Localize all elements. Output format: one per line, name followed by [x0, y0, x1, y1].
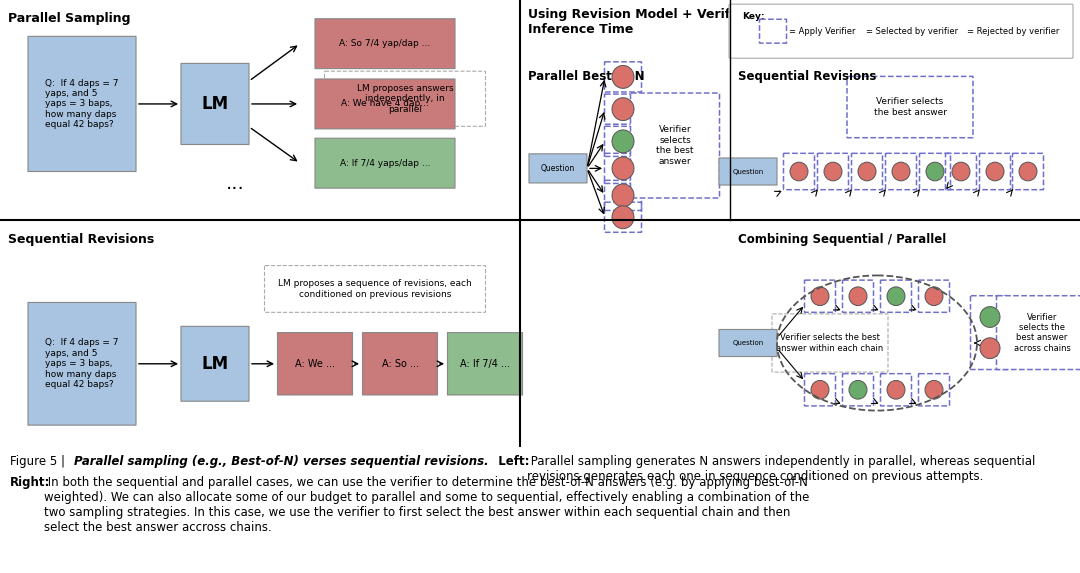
Text: LM: LM: [202, 355, 229, 373]
Circle shape: [789, 162, 808, 181]
Text: In both the sequential and parallel cases, we can use the verifier to determine : In both the sequential and parallel case…: [44, 476, 809, 534]
Text: Question: Question: [541, 164, 576, 173]
Text: Verifier
selects the
best answer
across chains: Verifier selects the best answer across …: [1013, 312, 1070, 353]
FancyBboxPatch shape: [28, 36, 136, 171]
Circle shape: [811, 380, 829, 399]
FancyBboxPatch shape: [719, 329, 777, 356]
Text: Question: Question: [732, 168, 764, 175]
Text: = Apply Verifier: = Apply Verifier: [789, 27, 855, 36]
Circle shape: [846, 23, 862, 40]
FancyBboxPatch shape: [719, 158, 777, 185]
FancyBboxPatch shape: [447, 332, 523, 395]
Circle shape: [892, 162, 910, 181]
Circle shape: [1020, 162, 1037, 181]
FancyBboxPatch shape: [28, 303, 136, 425]
Text: Right:: Right:: [10, 476, 51, 489]
Text: A: So 7/4 yap/dap ...: A: So 7/4 yap/dap ...: [339, 39, 431, 48]
Circle shape: [612, 65, 634, 88]
Text: = Selected by verifier: = Selected by verifier: [866, 27, 958, 36]
Text: Parallel Sampling: Parallel Sampling: [8, 13, 131, 25]
FancyBboxPatch shape: [729, 4, 1074, 58]
Text: Combining Sequential / Parallel: Combining Sequential / Parallel: [738, 233, 946, 246]
FancyBboxPatch shape: [278, 332, 352, 395]
FancyBboxPatch shape: [181, 327, 249, 401]
Circle shape: [887, 287, 905, 305]
Text: LM proposes a sequence of revisions, each
conditioned on previous revisions: LM proposes a sequence of revisions, eac…: [279, 279, 472, 299]
FancyBboxPatch shape: [772, 314, 888, 372]
Text: A: So ...: A: So ...: [381, 359, 419, 369]
FancyBboxPatch shape: [363, 332, 437, 395]
Text: Verifier selects
the best answer: Verifier selects the best answer: [874, 97, 946, 117]
Text: LM: LM: [202, 95, 229, 113]
FancyBboxPatch shape: [324, 71, 486, 126]
Circle shape: [612, 98, 634, 120]
FancyBboxPatch shape: [529, 154, 588, 183]
Text: Question: Question: [732, 340, 764, 346]
Text: A: We have 4 dap...: A: We have 4 dap...: [341, 100, 429, 108]
Circle shape: [612, 184, 634, 207]
Circle shape: [924, 380, 943, 399]
Circle shape: [612, 130, 634, 153]
Circle shape: [924, 287, 943, 305]
Text: Verifier selects the best
answer within each chain: Verifier selects the best answer within …: [777, 333, 883, 353]
Circle shape: [849, 287, 867, 305]
FancyBboxPatch shape: [181, 64, 249, 144]
Text: Sequential Revisions: Sequential Revisions: [8, 233, 154, 246]
Text: Parallel sampling (e.g., Best-of-N) verses sequential revisions.: Parallel sampling (e.g., Best-of-N) vers…: [75, 455, 488, 468]
FancyBboxPatch shape: [631, 93, 719, 198]
Text: Q:  If 4 daps = 7
yaps, and 5
yaps = 3 baps,
how many daps
equal 42 baps?: Q: If 4 daps = 7 yaps, and 5 yaps = 3 ba…: [45, 79, 119, 129]
Text: Parallel sampling generates N answers independently in parallel, whereas sequent: Parallel sampling generates N answers in…: [527, 455, 1036, 483]
FancyBboxPatch shape: [315, 19, 455, 69]
Text: Key:: Key:: [742, 13, 765, 21]
FancyBboxPatch shape: [847, 76, 973, 138]
Circle shape: [986, 162, 1004, 181]
Circle shape: [980, 307, 1000, 327]
Text: Q:  If 4 daps = 7
yaps, and 5
yaps = 3 baps,
how many daps
equal 42 baps?: Q: If 4 daps = 7 yaps, and 5 yaps = 3 ba…: [45, 339, 119, 389]
Text: Parallel Best-of-N: Parallel Best-of-N: [528, 70, 645, 83]
Circle shape: [811, 287, 829, 305]
Text: A: If 7/4 ...: A: If 7/4 ...: [460, 359, 510, 369]
Circle shape: [947, 23, 963, 40]
Circle shape: [612, 206, 634, 229]
Text: Figure 5 |: Figure 5 |: [10, 455, 69, 468]
Circle shape: [951, 162, 970, 181]
Text: Sequential Revisions: Sequential Revisions: [738, 70, 876, 83]
FancyBboxPatch shape: [315, 138, 455, 188]
FancyBboxPatch shape: [265, 265, 486, 312]
Text: A: We ...: A: We ...: [295, 359, 335, 369]
Circle shape: [858, 162, 876, 181]
Text: A: If 7/4 yaps/dap ...: A: If 7/4 yaps/dap ...: [340, 159, 430, 168]
FancyBboxPatch shape: [315, 79, 455, 129]
Text: = Rejected by verifier: = Rejected by verifier: [967, 27, 1059, 36]
Circle shape: [926, 162, 944, 181]
Circle shape: [887, 380, 905, 399]
Circle shape: [824, 162, 842, 181]
Text: Using Revision Model + Verifier at
Inference Time: Using Revision Model + Verifier at Infer…: [528, 9, 768, 36]
Circle shape: [980, 338, 1000, 359]
Text: Left:: Left:: [490, 455, 529, 468]
Text: Verifier
selects
the best
answer: Verifier selects the best answer: [657, 125, 693, 166]
Circle shape: [849, 380, 867, 399]
Text: ...: ...: [226, 174, 244, 194]
FancyBboxPatch shape: [997, 296, 1080, 370]
Circle shape: [612, 157, 634, 180]
Text: LM proposes answers
independently, in
parallel: LM proposes answers independently, in pa…: [356, 84, 454, 113]
